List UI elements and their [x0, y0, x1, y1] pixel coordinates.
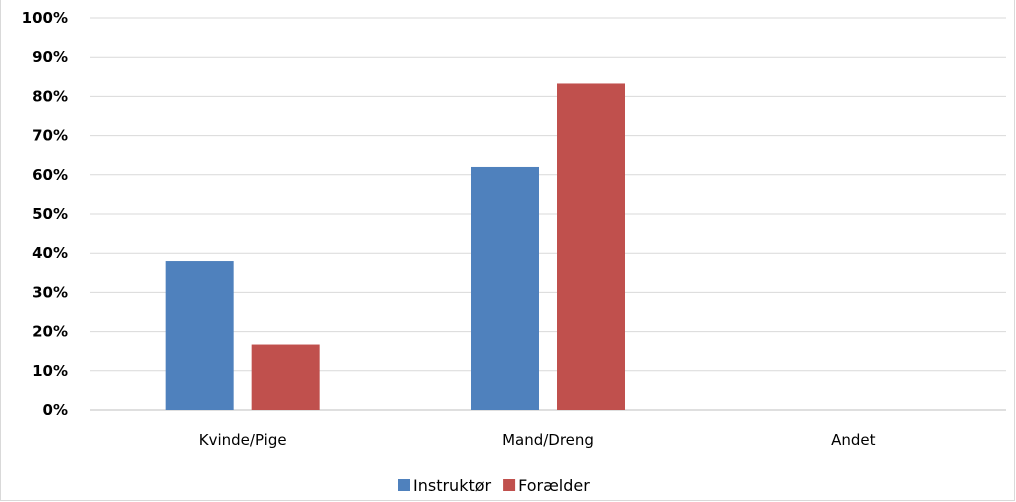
legend: Instruktør Forælder — [398, 476, 590, 495]
y-tick-label: 40% — [32, 244, 68, 262]
gridlines — [90, 17, 1006, 411]
x-category-label: Andet — [831, 431, 876, 449]
y-tick-label: 50% — [32, 205, 68, 223]
y-tick-label: 70% — [32, 127, 68, 145]
bar-instrukt-r-mand-dreng — [471, 166, 539, 410]
bar-instrukt-r-kvinde-pige — [165, 261, 234, 410]
legend-label: Instruktør — [413, 476, 492, 495]
legend-swatch — [503, 479, 516, 491]
bars — [165, 83, 625, 411]
y-tick-label: 10% — [32, 362, 68, 380]
y-tick-label: 30% — [32, 283, 68, 301]
x-category-label: Mand/Dreng — [502, 431, 594, 449]
y-tick-label: 90% — [32, 48, 68, 66]
y-tick-label: 20% — [32, 323, 68, 341]
y-tick-label: 60% — [32, 166, 68, 184]
bar-for-lder-mand-dreng — [557, 83, 625, 411]
y-tick-label: 100% — [22, 9, 68, 27]
legend-label: Forælder — [518, 476, 590, 495]
x-category-label: Kvinde/Pige — [199, 431, 287, 449]
y-axis-ticks: 0% 10% 20% 30% 40% 50% 60% 70% 80% 90% 100% — [22, 9, 68, 419]
y-tick-label: 0% — [43, 401, 68, 419]
bar-for-lder-kvinde-pige — [251, 344, 320, 410]
x-axis-categories: Kvinde/Pige Mand/Dreng Andet — [199, 431, 876, 449]
y-tick-label: 80% — [32, 87, 68, 105]
legend-swatch — [398, 479, 410, 491]
